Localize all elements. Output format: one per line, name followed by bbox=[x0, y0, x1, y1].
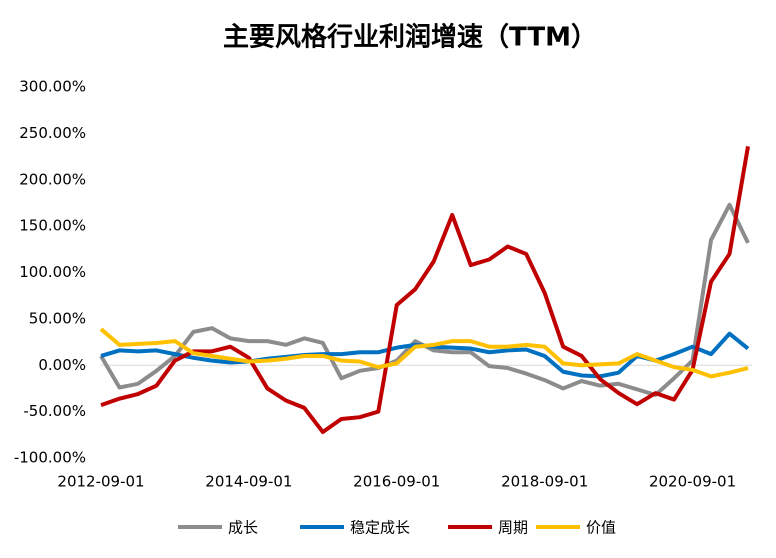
y-tick-label: 100.00% bbox=[19, 263, 86, 281]
y-tick-label: 50.00% bbox=[29, 309, 86, 327]
series-line bbox=[99, 202, 750, 397]
x-tick-label: 2018-09-01 bbox=[501, 473, 588, 491]
y-tick-label: 250.00% bbox=[19, 124, 86, 142]
y-tick-label: 200.00% bbox=[19, 170, 86, 188]
x-tick-label: 2014-09-01 bbox=[205, 473, 292, 491]
series-line bbox=[100, 146, 750, 435]
series-line bbox=[99, 327, 749, 379]
legend-label: 价值 bbox=[586, 519, 616, 537]
legend-label: 稳定成长 bbox=[350, 519, 410, 537]
x-tick-label: 2016-09-01 bbox=[353, 473, 440, 491]
y-tick-label: 300.00% bbox=[19, 78, 86, 96]
legend-label: 周期 bbox=[498, 519, 528, 537]
x-tick-label: 2012-09-01 bbox=[57, 473, 144, 491]
y-tick-label: 150.00% bbox=[19, 217, 86, 235]
y-tick-label: -50.00% bbox=[23, 402, 86, 420]
y-tick-label: 0.00% bbox=[38, 356, 86, 374]
y-tick-label: -100.00% bbox=[14, 449, 86, 467]
x-tick-label: 2020-09-01 bbox=[649, 473, 736, 491]
legend-label: 成长 bbox=[228, 519, 258, 537]
chart-title: 主要风格行业利润增速（TTM） bbox=[223, 22, 597, 53]
